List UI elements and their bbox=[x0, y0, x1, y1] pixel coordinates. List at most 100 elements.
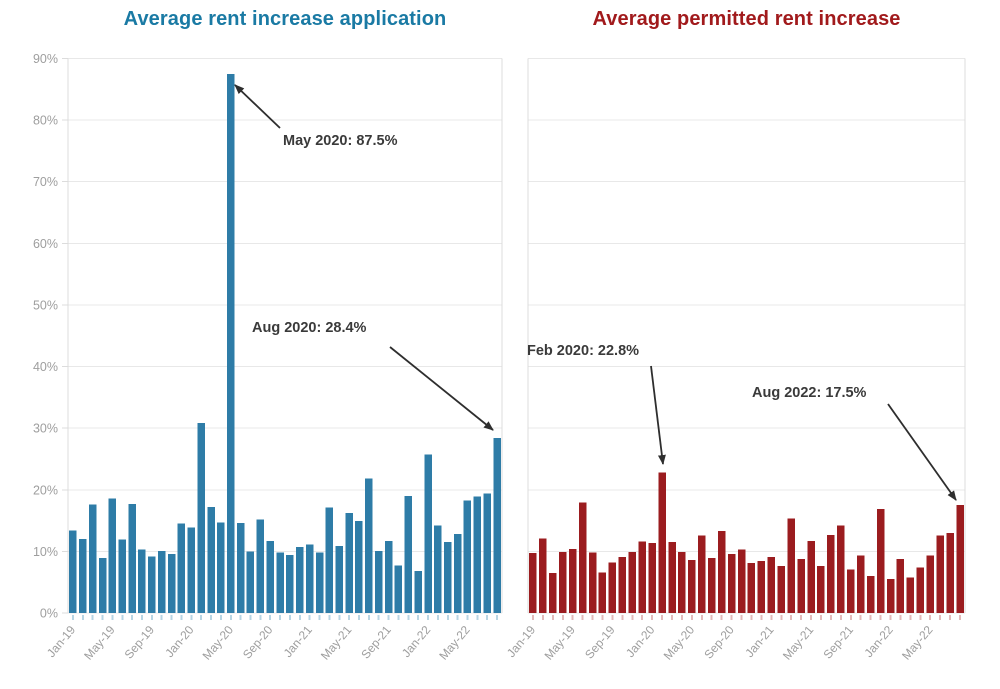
bar bbox=[906, 577, 915, 613]
x-tick-label: May-21 bbox=[318, 623, 355, 663]
bar bbox=[256, 519, 265, 613]
x-tick-label: Jan-19 bbox=[504, 623, 539, 660]
y-tick-label: 50% bbox=[33, 298, 58, 312]
x-tick-label: Sep-19 bbox=[582, 623, 618, 662]
y-tick-label: 90% bbox=[33, 52, 58, 66]
bar bbox=[217, 522, 225, 613]
annotation-aug-2022: Aug 2022: 17.5% bbox=[752, 385, 867, 401]
bar bbox=[638, 541, 646, 613]
x-tick-label: Sep-19 bbox=[122, 623, 158, 662]
x-tick-label: Jan-21 bbox=[742, 623, 777, 660]
bar bbox=[568, 548, 577, 613]
bar bbox=[866, 576, 875, 613]
bar bbox=[444, 542, 452, 613]
bar bbox=[374, 550, 383, 613]
bar bbox=[668, 542, 676, 613]
bar bbox=[167, 553, 176, 613]
bar bbox=[777, 566, 786, 613]
y-tick-label: 30% bbox=[33, 422, 58, 436]
annotation-arrow bbox=[389, 346, 494, 431]
bar bbox=[177, 523, 186, 613]
annotation-feb-2020: Feb 2020: 22.8% bbox=[527, 343, 640, 359]
bar bbox=[936, 535, 944, 613]
bar bbox=[559, 552, 567, 613]
bar bbox=[747, 563, 756, 613]
y-tick-label: 0% bbox=[40, 607, 58, 621]
bar bbox=[876, 508, 885, 613]
bar bbox=[886, 579, 895, 613]
bar bbox=[588, 552, 597, 613]
y-tick-label: 70% bbox=[33, 175, 58, 189]
x-tick-label: Jan-20 bbox=[162, 623, 197, 660]
bar bbox=[227, 73, 235, 614]
x-tick-label: Jan-21 bbox=[281, 623, 316, 660]
bar bbox=[404, 495, 413, 613]
bar bbox=[717, 531, 726, 613]
y-tick-label: 60% bbox=[33, 237, 58, 251]
x-tick-label: May-20 bbox=[200, 623, 237, 663]
bar bbox=[608, 562, 617, 613]
bar bbox=[896, 558, 905, 613]
bar bbox=[493, 438, 501, 613]
annotation-arrow bbox=[650, 365, 666, 465]
bar bbox=[787, 518, 795, 613]
bar bbox=[276, 552, 284, 613]
x-tick-label: Sep-20 bbox=[701, 623, 737, 662]
bar bbox=[698, 535, 706, 613]
bar bbox=[678, 552, 686, 613]
bar bbox=[473, 496, 482, 613]
bar bbox=[98, 558, 107, 613]
annotation-arrow bbox=[234, 84, 281, 129]
bar bbox=[286, 555, 294, 613]
bar bbox=[414, 571, 422, 613]
right-chart-title: Average permitted rent increase bbox=[592, 8, 901, 30]
bar bbox=[847, 569, 855, 613]
bar bbox=[658, 472, 666, 613]
bar bbox=[539, 538, 547, 613]
annotation-aug-2020: Aug 2020: 28.4% bbox=[252, 320, 367, 336]
bar bbox=[148, 556, 156, 613]
left-chart-title: Average rent increase application bbox=[123, 8, 447, 30]
bar bbox=[549, 572, 557, 613]
bar bbox=[128, 503, 136, 613]
bar bbox=[207, 507, 215, 613]
bar bbox=[946, 532, 954, 613]
bar bbox=[138, 549, 146, 613]
bar bbox=[365, 478, 373, 613]
x-tick-label: Jan-19 bbox=[44, 623, 79, 660]
bar bbox=[305, 544, 314, 613]
bar bbox=[628, 552, 637, 613]
bar bbox=[837, 525, 845, 613]
x-tick-label: May-22 bbox=[899, 623, 936, 663]
bar bbox=[79, 539, 87, 613]
bar bbox=[757, 561, 766, 613]
bar bbox=[598, 572, 607, 613]
bar bbox=[315, 552, 324, 613]
x-tick-label: May-21 bbox=[780, 623, 817, 663]
bar bbox=[197, 423, 205, 613]
bar bbox=[345, 513, 353, 613]
y-tick-label: 40% bbox=[33, 360, 58, 374]
bar bbox=[797, 558, 805, 613]
y-tick-label: 80% bbox=[33, 114, 58, 128]
bar bbox=[827, 534, 835, 613]
bar bbox=[529, 553, 537, 613]
bar bbox=[707, 558, 716, 613]
bar bbox=[453, 534, 462, 613]
bar bbox=[648, 542, 656, 613]
annotation-arrow bbox=[887, 403, 957, 501]
x-tick-label: May-19 bbox=[542, 623, 579, 663]
bar bbox=[463, 500, 472, 613]
bar bbox=[688, 560, 696, 613]
bar bbox=[807, 540, 815, 613]
y-tick-label: 20% bbox=[33, 483, 58, 497]
bar bbox=[246, 551, 255, 613]
x-tick-label: Jan-22 bbox=[861, 623, 896, 660]
bar bbox=[69, 530, 77, 613]
bar bbox=[483, 493, 491, 613]
bar bbox=[88, 504, 97, 613]
bar bbox=[394, 565, 403, 613]
bar bbox=[424, 454, 432, 613]
